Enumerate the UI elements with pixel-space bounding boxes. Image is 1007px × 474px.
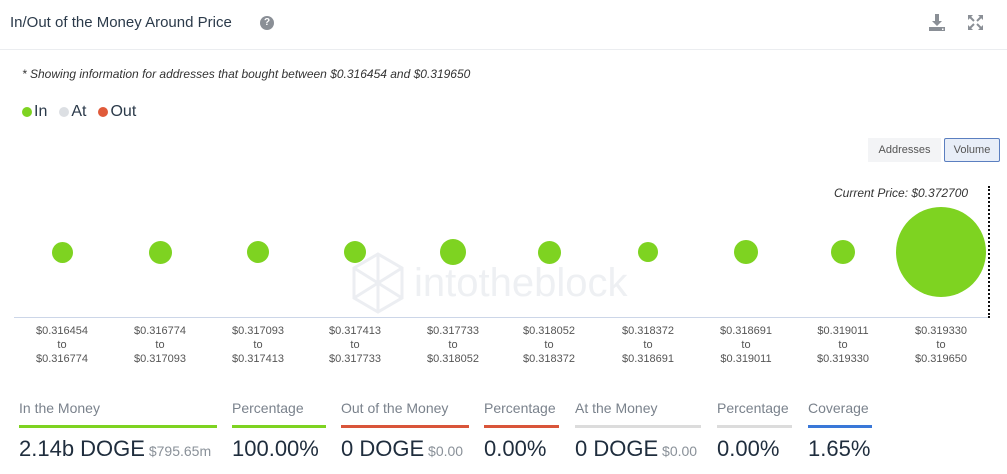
help-icon[interactable]: ? [260, 16, 274, 30]
x-tick-label: $0.318372 to $0.318691 [622, 325, 674, 365]
x-tick-label: $0.317733 to $0.318052 [427, 325, 479, 365]
stat-value: 1.65% [808, 436, 871, 461]
x-tick-label: $0.319330 to $0.319650 [915, 325, 967, 365]
download-icon[interactable] [929, 14, 945, 32]
bubble[interactable] [247, 241, 269, 263]
widget-title: In/Out of the Money Around Price [10, 14, 232, 31]
x-tick-label: $0.319011 to $0.319330 [817, 325, 869, 365]
legend-item-at[interactable]: At [59, 103, 86, 121]
x-tick-label: $0.318691 to $0.319011 [720, 325, 772, 365]
legend-item-in[interactable]: In [22, 103, 47, 121]
bubble[interactable] [537, 240, 561, 264]
stat-underline [341, 425, 469, 428]
bubble[interactable] [344, 241, 366, 263]
stat-underline [717, 425, 792, 428]
x-tick-label: $0.318052 to $0.318372 [523, 325, 575, 365]
bubble[interactable] [440, 239, 466, 265]
intotheblock-logo-icon [352, 252, 404, 314]
bubble[interactable] [51, 241, 73, 263]
chart-legend: In At Out [22, 103, 142, 121]
addresses-toggle-button[interactable]: Addresses [868, 138, 941, 162]
stat-label: Coverage [808, 400, 869, 416]
bubble[interactable] [896, 207, 986, 297]
stat-label: At the Money [575, 400, 658, 416]
x-tick-label: $0.317413 to $0.317733 [329, 325, 381, 365]
stat-label: Out of the Money [341, 400, 449, 416]
bubble[interactable] [831, 240, 855, 264]
stat-value: 0 DOGE $0.00 [341, 436, 464, 461]
legend-dot-out-icon [98, 107, 109, 117]
stat-value: 100.00% [232, 436, 319, 461]
date-range-note: * Showing information for addresses that… [22, 67, 471, 81]
bubble[interactable] [638, 242, 658, 262]
current-price-label: Current Price: $0.372700 [834, 186, 969, 200]
volume-toggle-button[interactable]: Volume [944, 138, 1000, 162]
x-axis [14, 317, 988, 318]
stat-usd-value: $0.00 [424, 443, 464, 459]
stat-percentage: Percentage 0.00% [717, 400, 792, 462]
stat-underline [19, 425, 217, 428]
legend-item-out[interactable]: Out [98, 103, 136, 121]
bubble[interactable] [734, 240, 758, 264]
stat-value: 2.14b DOGE $795.65m [19, 436, 212, 461]
bubble[interactable] [148, 240, 172, 264]
stat-label: Percentage [717, 400, 789, 416]
stat-percentage: Percentage 100.00% [232, 400, 326, 462]
legend-label: Out [110, 103, 137, 120]
stat-underline [575, 425, 701, 428]
x-tick-label: $0.316774 to $0.317093 [134, 325, 186, 365]
current-price-line [988, 186, 990, 318]
stat-label: In the Money [19, 400, 100, 416]
stat-label: Percentage [484, 400, 556, 416]
stat-underline [808, 425, 872, 428]
stat-usd-value: $0.00 [658, 443, 698, 459]
stat-value: 0.00% [717, 436, 780, 461]
stat-usd-value: $795.65m [144, 443, 212, 459]
stat-percentage: Percentage 0.00% [484, 400, 559, 462]
widget-header: In/Out of the Money Around Price ? [0, 0, 1007, 50]
x-tick-label: $0.317093 to $0.317413 [232, 325, 284, 365]
legend-dot-at-icon [59, 107, 70, 117]
stat-underline [484, 425, 559, 428]
stat-label: Percentage [232, 400, 304, 416]
stat-out-of-the-money: Out of the Money 0 DOGE $0.00 [341, 400, 469, 462]
stat-at-the-money: At the Money 0 DOGE $0.00 [575, 400, 701, 462]
stat-value: 0.00% [484, 436, 547, 461]
stat-underline [232, 425, 326, 428]
legend-dot-in-icon [22, 107, 32, 117]
stat-value: 0 DOGE $0.00 [575, 436, 698, 461]
stat-in-the-money: In the Money 2.14b DOGE $795.65m [19, 400, 217, 462]
stat-coverage: Coverage 1.65% [808, 400, 872, 462]
fullscreen-icon[interactable] [968, 15, 983, 30]
legend-label: In [34, 103, 48, 120]
watermark-text: intotheblock [414, 260, 628, 305]
x-tick-label: $0.316454 to $0.316774 [36, 325, 88, 365]
watermark: intotheblock [352, 252, 627, 314]
legend-label: At [71, 103, 87, 120]
